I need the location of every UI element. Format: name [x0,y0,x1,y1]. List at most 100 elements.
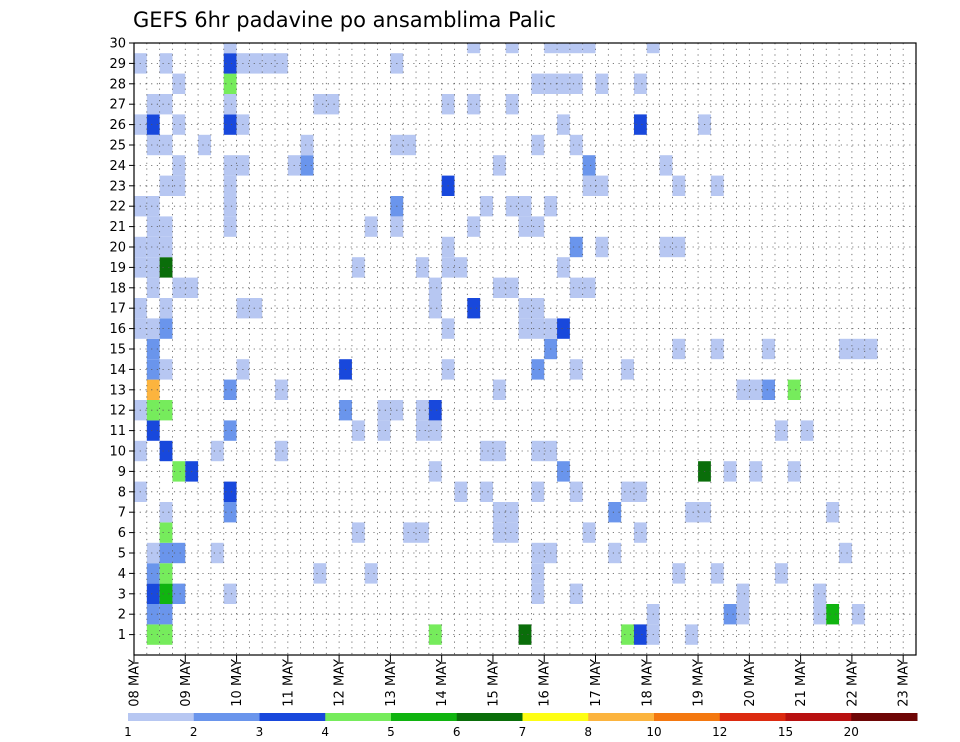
heatmap-cell [480,196,493,217]
heatmap-cell [557,43,570,54]
heatmap-cell [377,400,391,421]
y-tick-label: 4 [118,567,126,582]
y-axis: 1234567891011121314151617181920212223242… [109,37,134,643]
x-tick-label: 22 MAY [845,659,860,707]
legend-swatch [128,713,195,721]
legend-swatch [719,713,786,721]
heatmap-cell [300,134,314,156]
heatmap-cell [813,604,827,625]
heatmap-cell [467,298,481,319]
heatmap-cell [428,461,442,482]
heatmap-cell [813,583,827,604]
legend-label: 8 [584,725,592,739]
heatmap-cell [531,583,545,604]
heatmap-cell [826,502,840,523]
heatmap-cell [762,379,775,400]
y-tick-label: 21 [109,220,126,235]
heatmap-cell [159,318,173,339]
heatmap-cell [146,563,160,584]
x-tick-label: 17 MAY [589,659,604,707]
heatmap-cell [621,359,634,380]
heatmap-cell [646,43,660,54]
heatmap-cell [454,481,468,502]
x-tick-label: 09 MAY [179,659,194,707]
heatmap-cell [633,114,647,135]
heatmap-cells [134,43,878,645]
heatmap-cell [159,53,173,74]
x-tick-label: 21 MAY [794,659,809,707]
heatmap-cell [569,359,583,380]
heatmap-cell [146,359,160,380]
heatmap-cell [146,379,160,400]
y-tick-label: 12 [109,404,126,419]
heatmap-cell [326,94,340,115]
heatmap-cell [146,338,160,360]
legend-swatch [851,713,918,721]
heatmap-cell [223,114,237,135]
heatmap-cell [159,624,173,645]
heatmap-cell [569,583,583,604]
y-tick-label: 28 [109,77,126,92]
heatmap-cell [569,277,583,298]
y-tick-label: 15 [109,343,126,358]
heatmap-cell [582,522,596,543]
heatmap-cell [146,257,160,278]
heatmap-cell [146,604,160,625]
heatmap-cell [531,563,545,584]
heatmap-cell [569,43,583,54]
heatmap-cell [364,563,378,584]
x-tick-label: 15 MAY [486,659,501,707]
heatmap-cell [223,94,237,115]
heatmap-cell [557,114,570,135]
heatmap-cell [416,522,429,543]
heatmap-cell [864,338,878,360]
heatmap-cell [146,542,160,564]
y-tick-label: 17 [109,302,126,317]
heatmap-cell [505,196,519,217]
heatmap-cell [531,134,545,156]
legend-label: 15 [778,725,793,739]
y-tick-label: 25 [109,139,126,154]
heatmap-cell [467,43,481,54]
heatmap-cell [223,53,237,74]
heatmap-cell [672,338,686,360]
heatmap-cell [146,216,160,237]
heatmap-cell [621,624,634,645]
heatmap-cell [582,43,596,54]
heatmap-cell [275,53,288,74]
y-tick-label: 14 [109,363,126,378]
x-tick-label: 10 MAY [230,659,245,707]
heatmap-cell [557,73,570,94]
heatmap-cell [403,522,417,543]
heatmap-cell [518,318,532,339]
legend-swatch [193,713,260,721]
heatmap-cell [172,461,186,482]
legend-label: 2 [190,725,198,739]
heatmap-cell [787,379,801,400]
legend-label: 7 [519,725,527,739]
heatmap-cell [826,604,840,625]
y-tick-label: 26 [109,118,126,133]
heatmap-cell [428,298,442,319]
heatmap-cell [249,53,263,74]
heatmap-cell [428,277,442,298]
color-legend: 1 2 3 4 5 6 7 8 10 12 15 20 [124,713,918,739]
heatmap-cell [146,277,160,298]
heatmap-cell [633,481,647,502]
heatmap-cell [172,542,186,564]
heatmap-cell [159,542,173,564]
heatmap-cell [403,134,417,156]
legend-label: 5 [387,725,395,739]
heatmap-cell [351,257,365,278]
heatmap-cell [223,155,237,176]
heatmap-cell [672,175,686,196]
heatmap-cell [159,563,173,584]
heatmap-cell [146,400,160,421]
heatmap-cell [608,502,622,523]
heatmap-cell [531,73,545,94]
heatmap-cell [223,481,237,502]
legend-swatch [654,713,721,721]
plot-frame [133,42,917,656]
heatmap-cell [608,542,622,564]
